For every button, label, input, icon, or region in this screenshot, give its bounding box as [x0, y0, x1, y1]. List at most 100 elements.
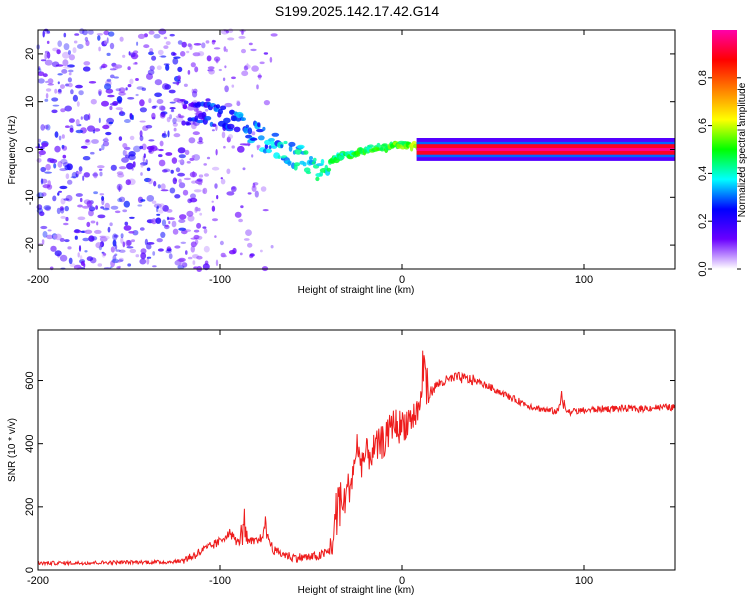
noise-blob — [130, 52, 136, 58]
noise-blob — [178, 115, 185, 119]
trace-blob — [262, 126, 266, 131]
noise-blob — [78, 90, 84, 96]
noise-blob — [126, 246, 134, 249]
noise-blob — [121, 157, 129, 163]
noise-blob — [83, 114, 90, 121]
noise-blob — [38, 150, 46, 156]
noise-blob — [135, 254, 140, 258]
colorbar: 0.0 0.2 0.4 0.6 0.8 Normalized spectral ampl… — [697, 30, 748, 277]
noise-blob — [49, 158, 58, 164]
noise-blob — [170, 51, 176, 56]
noise-blob — [50, 245, 57, 252]
colorbar-ticks: 0.0 0.2 0.4 0.6 0.8 — [697, 70, 741, 277]
noise-blob — [182, 189, 189, 196]
noise-blob — [107, 94, 115, 98]
noise-blob — [180, 51, 186, 57]
noise-blob — [107, 226, 111, 233]
noise-blob — [103, 30, 110, 36]
noise-blob — [198, 174, 204, 178]
noise-blob — [36, 204, 43, 210]
noise-blob — [193, 88, 198, 94]
noise-blob — [156, 99, 164, 104]
noise-blob — [144, 238, 148, 246]
noise-blob — [170, 169, 174, 174]
noise-blob — [263, 100, 270, 106]
noise-blob — [146, 256, 152, 259]
noise-blob — [110, 260, 115, 268]
noise-blob — [116, 96, 123, 103]
noise-blob — [47, 158, 51, 162]
noise-blob — [36, 158, 42, 163]
noise-blob — [51, 109, 58, 114]
noise-blob — [65, 173, 70, 180]
noise-blob — [82, 146, 88, 149]
noise-blob — [93, 171, 98, 179]
noise-blob — [239, 252, 243, 256]
noise-blob — [110, 74, 115, 79]
noise-blob — [193, 43, 202, 46]
noise-blob — [79, 255, 83, 261]
noise-blob — [161, 133, 168, 139]
noise-blob — [243, 143, 251, 146]
noise-blob — [43, 205, 52, 211]
y-tick-label: -20 — [24, 237, 36, 253]
noise-blob — [196, 178, 203, 182]
noise-blob — [119, 36, 124, 42]
noise-blob — [68, 69, 74, 73]
noise-blob — [102, 124, 110, 130]
noise-blob — [53, 163, 57, 169]
colorbar-tick-label: 0.8 — [697, 70, 709, 85]
noise-blob — [197, 51, 205, 57]
noise-blob — [118, 185, 121, 192]
noise-blob — [226, 168, 231, 175]
noise-blob — [101, 100, 109, 107]
noise-blob — [237, 145, 245, 153]
y-tick-label: 600 — [24, 371, 36, 389]
noise-blob — [127, 84, 132, 88]
noise-blob — [157, 49, 164, 56]
noise-blob — [84, 36, 89, 42]
noise-blob — [149, 65, 155, 71]
noise-blob — [127, 154, 136, 161]
trace-blob — [183, 100, 189, 105]
noise-blob — [137, 204, 143, 207]
noise-blob — [63, 222, 69, 226]
noise-blob — [136, 41, 139, 46]
noise-blob — [156, 213, 161, 216]
noise-blob — [67, 179, 73, 185]
noise-blob — [183, 83, 188, 88]
noise-blob — [160, 189, 169, 192]
noise-blob — [46, 157, 55, 163]
trace-blob — [271, 132, 280, 137]
noise-blob — [76, 171, 82, 175]
noise-blob — [178, 182, 186, 189]
noise-blob — [59, 185, 68, 190]
noise-blob — [104, 202, 110, 210]
noise-blob — [97, 263, 103, 267]
noise-blob — [140, 252, 147, 260]
noise-blob — [192, 260, 196, 265]
noise-blob — [120, 109, 123, 115]
trace-blob — [280, 144, 284, 149]
noise-blob — [41, 142, 49, 148]
noise-blob — [61, 134, 65, 139]
noise-blob — [186, 161, 191, 164]
noise-blob — [146, 242, 155, 245]
noise-blob — [67, 77, 72, 83]
trace-blob — [220, 105, 227, 111]
noise-blob — [79, 197, 83, 203]
noise-blob — [102, 207, 110, 211]
noise-blob — [256, 145, 259, 151]
noise-blob — [129, 78, 134, 85]
noise-blob — [187, 198, 193, 204]
snr-y-axis-label: SNR (10 * v/v) — [7, 418, 18, 482]
noise-blob — [214, 235, 217, 238]
noise-blob — [183, 177, 191, 181]
noise-blob — [104, 39, 108, 45]
noise-blob — [122, 209, 128, 213]
noise-blob — [171, 220, 177, 228]
noise-blob — [187, 215, 195, 222]
noise-blob — [140, 172, 143, 176]
noise-blob — [111, 258, 119, 264]
noise-blob — [219, 240, 224, 246]
